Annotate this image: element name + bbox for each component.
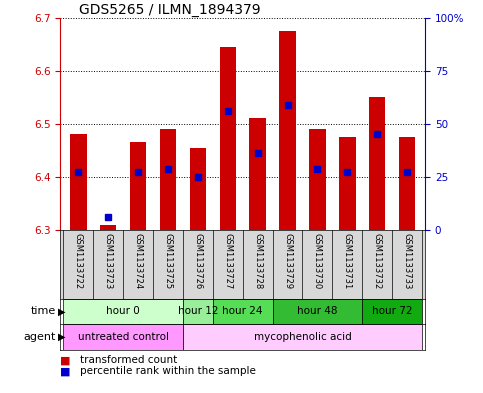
Text: mycophenolic acid: mycophenolic acid (254, 332, 351, 342)
Text: hour 24: hour 24 (223, 307, 263, 316)
Text: ■: ■ (60, 355, 71, 365)
Text: GDS5265 / ILMN_1894379: GDS5265 / ILMN_1894379 (79, 3, 260, 17)
Bar (160, 129, 176, 230)
Bar (130, 142, 146, 230)
Text: ■: ■ (60, 366, 71, 376)
Text: GSM1133733: GSM1133733 (403, 233, 412, 290)
Bar (279, 31, 296, 230)
Text: GSM1133726: GSM1133726 (193, 233, 202, 290)
Bar (220, 47, 236, 230)
Bar (399, 137, 415, 230)
Text: ▶: ▶ (58, 332, 66, 342)
Text: transformed count: transformed count (80, 355, 177, 365)
Bar (190, 148, 206, 230)
Text: percentile rank within the sample: percentile rank within the sample (80, 366, 256, 376)
Text: ▶: ▶ (58, 307, 66, 316)
Text: GSM1133730: GSM1133730 (313, 233, 322, 290)
Text: hour 48: hour 48 (297, 307, 338, 316)
Text: GSM1133729: GSM1133729 (283, 233, 292, 290)
Text: time: time (30, 307, 56, 316)
Bar (100, 224, 116, 230)
Text: GSM1133728: GSM1133728 (253, 233, 262, 290)
Bar (362, 299, 422, 324)
Text: untreated control: untreated control (78, 332, 169, 342)
Bar (339, 137, 355, 230)
Bar (272, 299, 362, 324)
Bar (63, 324, 183, 350)
Bar (183, 324, 422, 350)
Text: GSM1133723: GSM1133723 (104, 233, 113, 290)
Text: GSM1133731: GSM1133731 (343, 233, 352, 290)
Bar (309, 129, 326, 230)
Text: hour 12: hour 12 (178, 307, 218, 316)
Text: GSM1133725: GSM1133725 (163, 233, 172, 290)
Bar (183, 299, 213, 324)
Text: GSM1133727: GSM1133727 (223, 233, 232, 290)
Text: GSM1133722: GSM1133722 (74, 233, 83, 290)
Bar (63, 299, 183, 324)
Bar (213, 299, 272, 324)
Text: GSM1133724: GSM1133724 (134, 233, 142, 290)
Text: hour 72: hour 72 (372, 307, 412, 316)
Bar (70, 134, 86, 230)
Text: GSM1133732: GSM1133732 (373, 233, 382, 290)
Text: agent: agent (23, 332, 56, 342)
Bar (369, 97, 385, 230)
Text: hour 0: hour 0 (106, 307, 140, 316)
Bar (249, 118, 266, 230)
